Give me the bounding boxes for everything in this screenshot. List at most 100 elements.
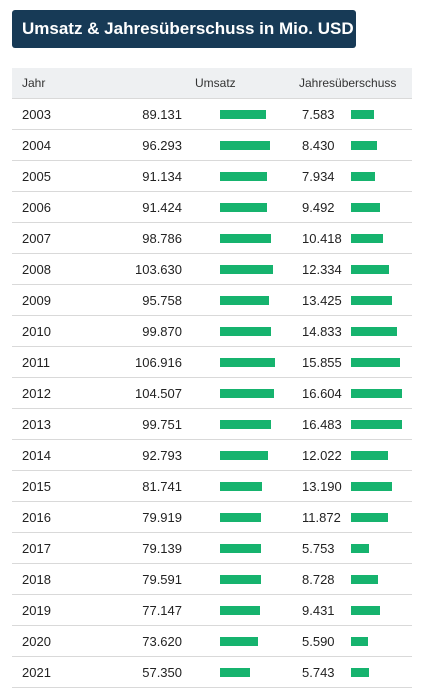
- revenue-bar: [220, 451, 268, 460]
- revenue-value: 99.870: [142, 324, 182, 339]
- net-income-bar: [351, 141, 377, 150]
- header-year: Jahr: [22, 76, 46, 90]
- year-cell: 2013: [22, 417, 51, 432]
- year-cell: 2008: [22, 262, 51, 277]
- net-income-value: 7.583: [302, 107, 335, 122]
- net-income-bar: [351, 203, 381, 212]
- year-cell: 2020: [22, 634, 51, 649]
- net-income-bar: [351, 575, 378, 584]
- revenue-value: 99.751: [142, 417, 182, 432]
- net-income-bar: [351, 668, 369, 677]
- net-income-value: 14.833: [302, 324, 342, 339]
- revenue-bar: [220, 203, 267, 212]
- table-row: 2008 103.630 12.334: [12, 254, 412, 285]
- net-income-value: 10.418: [302, 231, 342, 246]
- revenue-bar: [220, 234, 271, 243]
- year-cell: 2005: [22, 169, 51, 184]
- year-cell: 2003: [22, 107, 51, 122]
- table-row: 2018 79.591 8.728: [12, 564, 412, 595]
- revenue-bar: [220, 606, 260, 615]
- revenue-value: 91.424: [142, 200, 182, 215]
- table-row: 2009 95.758 13.425: [12, 285, 412, 316]
- table-row: 2007 98.786 10.418: [12, 223, 412, 254]
- table-row: 2021 57.350 5.743: [12, 657, 412, 688]
- net-income-bar: [351, 110, 375, 119]
- net-income-bar: [351, 172, 376, 181]
- revenue-value: 98.786: [142, 231, 182, 246]
- revenue-value: 79.919: [142, 510, 182, 525]
- net-income-value: 13.190: [302, 479, 342, 494]
- revenue-bar: [220, 637, 258, 646]
- net-income-bar: [351, 637, 369, 646]
- net-income-value: 8.728: [302, 572, 335, 587]
- revenue-value: 57.350: [142, 665, 182, 680]
- year-cell: 2021: [22, 665, 51, 680]
- revenue-value: 89.131: [142, 107, 182, 122]
- revenue-bar: [220, 513, 262, 522]
- net-income-value: 5.743: [302, 665, 335, 680]
- header-revenue: Umsatz: [195, 76, 236, 90]
- revenue-bar: [220, 327, 272, 336]
- net-income-value: 9.431: [302, 603, 335, 618]
- year-cell: 2011: [22, 355, 50, 370]
- net-income-bar: [351, 327, 397, 336]
- table-header: Jahr Umsatz Jahresüberschuss: [12, 68, 412, 99]
- net-income-bar: [351, 544, 369, 553]
- revenue-value: 79.139: [142, 541, 182, 556]
- year-cell: 2016: [22, 510, 51, 525]
- revenue-bar: [220, 668, 250, 677]
- net-income-value: 5.590: [302, 634, 335, 649]
- revenue-bar: [220, 482, 262, 491]
- net-income-value: 12.022: [302, 448, 342, 463]
- net-income-value: 7.934: [302, 169, 335, 184]
- table-row: 2005 91.134 7.934: [12, 161, 412, 192]
- net-income-value: 12.334: [302, 262, 342, 277]
- table-row: 2003 89.131 7.583: [12, 99, 412, 130]
- revenue-bar: [220, 544, 261, 553]
- net-income-bar: [351, 420, 402, 429]
- revenue-bar: [220, 265, 274, 274]
- revenue-bar: [220, 389, 274, 398]
- net-income-bar: [351, 606, 380, 615]
- year-cell: 2018: [22, 572, 51, 587]
- revenue-value: 91.134: [142, 169, 182, 184]
- net-income-bar: [351, 482, 392, 491]
- revenue-bar: [220, 172, 267, 181]
- table-row: 2014 92.793 12.022: [12, 440, 412, 471]
- year-cell: 2009: [22, 293, 51, 308]
- year-cell: 2006: [22, 200, 51, 215]
- net-income-bar: [351, 451, 388, 460]
- year-cell: 2012: [22, 386, 51, 401]
- net-income-bar: [351, 358, 400, 367]
- net-income-value: 16.483: [302, 417, 342, 432]
- net-income-value: 13.425: [302, 293, 342, 308]
- year-cell: 2004: [22, 138, 51, 153]
- table-row: 2017 79.139 5.753: [12, 533, 412, 564]
- revenue-value: 103.630: [135, 262, 182, 277]
- chart-title: Umsatz & Jahresüberschuss in Mio. USD: [12, 10, 356, 48]
- table-row: 2012 104.507 16.604: [12, 378, 412, 409]
- revenue-bar: [220, 110, 266, 119]
- revenue-value: 95.758: [142, 293, 182, 308]
- year-cell: 2017: [22, 541, 51, 556]
- revenue-value: 73.620: [142, 634, 182, 649]
- revenue-value: 92.793: [142, 448, 182, 463]
- net-income-bar: [351, 296, 393, 305]
- net-income-value: 8.430: [302, 138, 335, 153]
- revenue-value: 104.507: [135, 386, 182, 401]
- net-income-bar: [351, 234, 383, 243]
- net-income-value: 9.492: [302, 200, 335, 215]
- revenue-bar: [220, 420, 272, 429]
- revenue-value: 106.916: [135, 355, 182, 370]
- table-row: 2020 73.620 5.590: [12, 626, 412, 657]
- table-row: 2010 99.870 14.833: [12, 316, 412, 347]
- net-income-value: 11.872: [302, 510, 341, 525]
- data-table: Jahr Umsatz Jahresüberschuss 2003 89.131 7…: [12, 68, 412, 688]
- table-row: 2016 79.919 11.872: [12, 502, 412, 533]
- revenue-bar: [220, 358, 275, 367]
- table-row: 2015 81.741 13.190: [12, 471, 412, 502]
- revenue-bar: [220, 141, 270, 150]
- net-income-bar: [351, 265, 389, 274]
- net-income-bar: [351, 513, 388, 522]
- revenue-bar: [220, 296, 270, 305]
